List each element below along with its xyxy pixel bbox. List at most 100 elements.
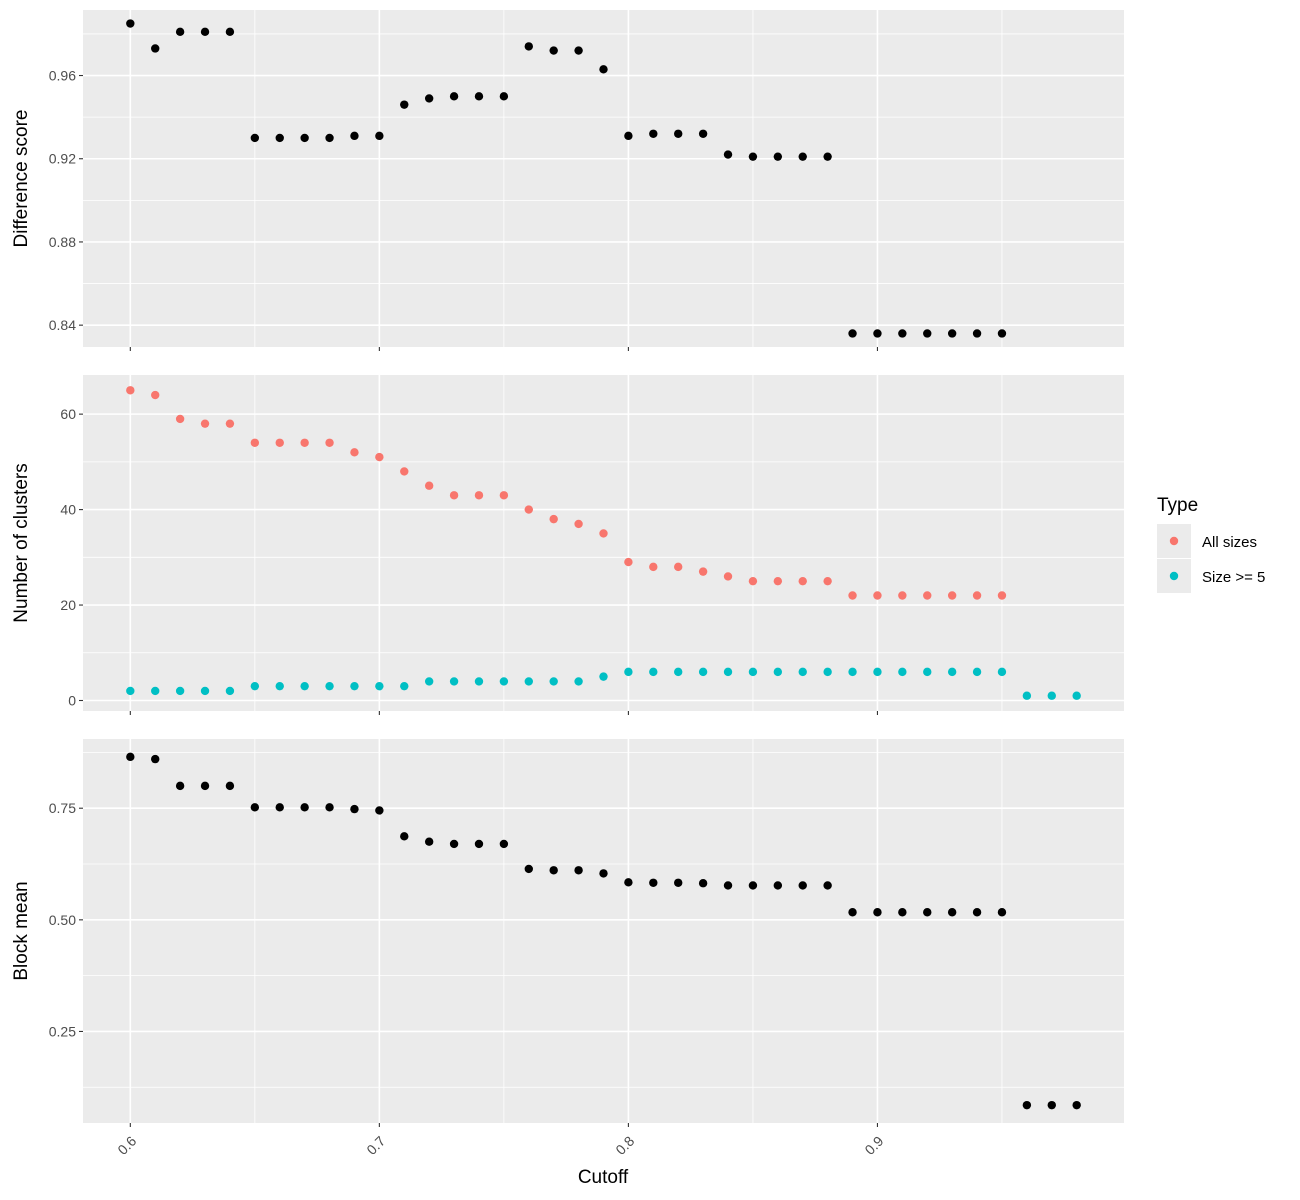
data-point (175, 781, 185, 791)
data-point (923, 591, 932, 600)
legend-title: Type (1157, 495, 1198, 516)
data-point (474, 839, 484, 849)
y-tick-label: 60 (60, 406, 76, 422)
data-point (524, 505, 533, 514)
data-point (574, 866, 583, 875)
y-tick-label: 40 (60, 502, 76, 518)
data-point (698, 667, 708, 677)
data-point (972, 591, 982, 600)
data-point (151, 44, 160, 53)
data-point (275, 133, 284, 143)
data-point (275, 438, 284, 447)
data-point (748, 576, 758, 586)
data-point (524, 864, 533, 874)
data-point (574, 519, 583, 529)
y-tick-label: 0.88 (49, 234, 76, 250)
legend: Type All sizes Size >= 5 (1157, 495, 1265, 593)
data-point (300, 438, 309, 447)
data-point (175, 414, 185, 424)
data-point (947, 591, 957, 600)
data-point (499, 839, 509, 849)
data-point (624, 878, 633, 887)
data-point (325, 133, 334, 143)
data-point (175, 27, 185, 37)
legend-label-size-5: Size >= 5 (1202, 569, 1265, 586)
data-point (972, 667, 982, 677)
data-point (798, 881, 807, 890)
legend-marker-all-sizes (1169, 536, 1179, 546)
x-tick-label: 0.7 (363, 1133, 388, 1158)
data-point (225, 686, 235, 696)
data-point (823, 152, 832, 161)
x-tick-label: 0.9 (861, 1133, 886, 1158)
y-tick-label: 0.25 (49, 1023, 76, 1039)
data-point (748, 881, 758, 890)
data-point (773, 152, 783, 161)
data-point (250, 133, 260, 143)
data-point (823, 881, 832, 890)
data-point (873, 667, 882, 677)
data-point (126, 386, 135, 395)
data-point (773, 881, 783, 890)
series-2-1 (126, 386, 1007, 600)
data-point (624, 557, 633, 567)
x-axis: 0.6 0.7 0.8 0.9 (114, 1133, 886, 1158)
legend-label-all-sizes: All sizes (1202, 534, 1257, 551)
data-point (773, 576, 783, 586)
data-point (873, 591, 882, 600)
data-point (798, 576, 807, 586)
data-point (599, 672, 608, 681)
data-point (574, 677, 583, 686)
data-point (898, 591, 907, 600)
data-point (350, 448, 359, 457)
y-tick-label: 0.75 (49, 800, 76, 816)
data-point (923, 908, 932, 917)
data-point (898, 667, 907, 677)
data-point (549, 677, 558, 686)
data-point (126, 686, 135, 696)
data-point (225, 781, 235, 791)
data-point (175, 686, 185, 696)
data-point (524, 42, 533, 51)
data-point (848, 591, 857, 600)
panel-background (83, 10, 1124, 347)
data-point (898, 329, 907, 338)
series-3-1 (126, 752, 1081, 1110)
data-point (898, 908, 907, 917)
data-point (275, 681, 284, 691)
data-point (200, 781, 210, 791)
data-point (151, 754, 160, 764)
data-point (449, 491, 459, 500)
data-point (698, 567, 708, 576)
panel-background (83, 739, 1124, 1123)
y-tick-label: 0.84 (49, 317, 76, 333)
data-point (424, 677, 434, 686)
data-point (698, 129, 708, 138)
data-point (823, 667, 832, 677)
data-point (325, 438, 334, 447)
y-axis-title: Block mean (11, 881, 32, 980)
data-point (674, 667, 683, 677)
data-point (250, 438, 260, 447)
data-point (649, 878, 658, 887)
y-tick-label: 0.50 (49, 912, 76, 928)
data-point (474, 491, 484, 500)
data-point (748, 667, 758, 677)
data-point (723, 150, 733, 159)
data-point (1072, 691, 1081, 700)
data-point (848, 667, 857, 677)
data-point (375, 131, 384, 141)
data-point (723, 667, 733, 677)
data-point (300, 133, 309, 143)
data-point (649, 562, 658, 572)
data-point (250, 803, 260, 812)
data-point (873, 908, 882, 917)
data-point (549, 46, 558, 55)
data-point (300, 681, 309, 691)
data-point (1022, 1100, 1032, 1110)
data-point (499, 92, 509, 101)
data-point (375, 681, 384, 691)
data-point (375, 452, 384, 462)
data-point (350, 131, 359, 141)
